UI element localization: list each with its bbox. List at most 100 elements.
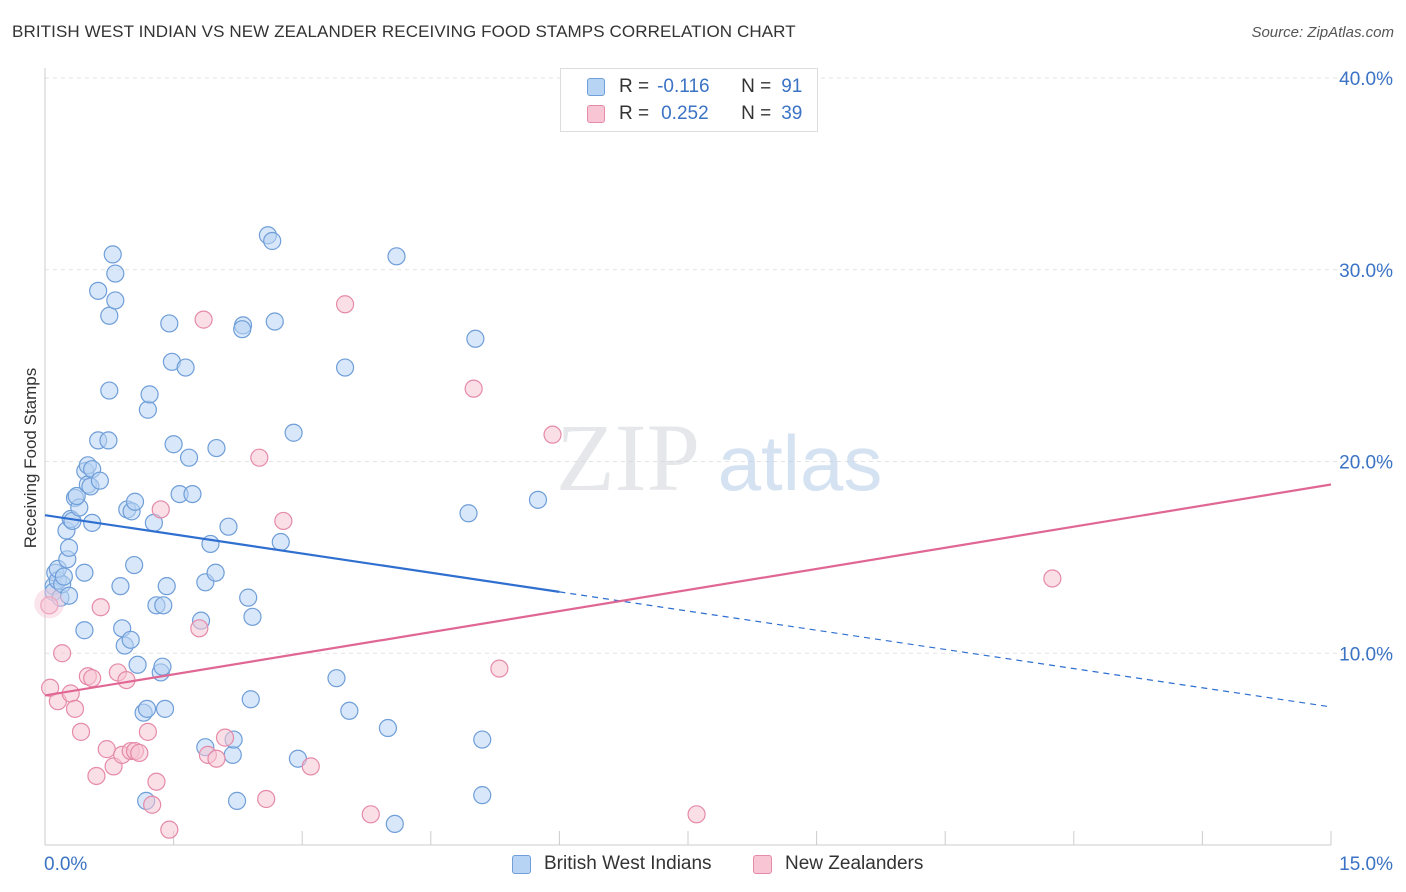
data-point: [83, 669, 102, 688]
data-point: [138, 722, 157, 741]
data-point: [257, 789, 276, 809]
data-point: [90, 471, 109, 490]
legend-item-british-west-indians[interactable]: British West Indians: [512, 852, 712, 876]
legend-r-label: R =: [619, 76, 650, 97]
data-point: [121, 630, 140, 649]
legend-n-value: 39: [781, 103, 803, 124]
data-point: [111, 577, 130, 596]
data-point: [59, 586, 79, 605]
data-point: [265, 312, 284, 331]
data-point: [176, 358, 195, 377]
data-point: [59, 538, 79, 557]
legend-n-label: N =: [741, 76, 772, 97]
data-point: [274, 511, 293, 531]
data-point: [99, 431, 118, 450]
data-point: [100, 306, 119, 325]
data-point: [160, 314, 179, 333]
data-point: [233, 320, 252, 339]
data-point: [239, 588, 258, 607]
data-point: [301, 757, 320, 776]
y-tick-label: 10.0%: [1339, 644, 1393, 665]
data-point: [40, 596, 59, 615]
data-point: [75, 563, 94, 582]
tick-labels: 10.0% 20.0% 30.0% 40.0% 0.0% 15.0%: [44, 69, 1393, 875]
data-point: [140, 385, 159, 404]
data-point: [271, 532, 290, 552]
data-point: [137, 699, 157, 718]
data-point: [263, 231, 282, 251]
data-point: [459, 504, 478, 523]
data-point: [61, 684, 80, 703]
data-point: [164, 435, 183, 454]
data-point: [155, 699, 175, 718]
y-axis-label: Receiving Food Stamps: [21, 368, 40, 548]
legend-swatch-blue: [512, 854, 531, 874]
data-point: [284, 423, 303, 442]
x-tick-label-min: 0.0%: [44, 854, 87, 875]
data-point: [130, 743, 149, 763]
trend-line-new-zealanders: [44, 483, 1332, 697]
data-point: [543, 425, 562, 444]
watermark: ZIP atlas: [556, 404, 882, 511]
data-point: [687, 805, 706, 824]
legend-n-label: N =: [741, 103, 772, 124]
y-tick-label: 30.0%: [1339, 261, 1393, 282]
data-point: [190, 619, 209, 638]
data-point: [335, 358, 355, 377]
data-point: [160, 820, 179, 839]
data-point: [106, 264, 125, 283]
data-point: [206, 563, 225, 582]
data-point: [71, 722, 91, 741]
data-point: [385, 814, 404, 834]
data-point: [97, 740, 116, 759]
trend-lines: [44, 483, 1332, 708]
data-point: [361, 805, 380, 824]
data-point: [65, 699, 85, 718]
data-point: [207, 438, 226, 458]
data-point: [387, 247, 406, 266]
legend-row-pink: R = 0.252 N = 39: [587, 101, 802, 127]
data-point: [464, 379, 483, 398]
chart-title: BRITISH WEST INDIAN VS NEW ZEALANDER REC…: [12, 22, 796, 41]
data-point: [340, 701, 359, 720]
data-point: [106, 291, 125, 310]
correlation-legend: R = -0.116 N = 91 R = 0.252 N = 39: [560, 68, 818, 132]
data-point: [528, 490, 548, 509]
data-point: [466, 329, 485, 348]
data-point: [128, 655, 147, 674]
grid-lines: [45, 77, 1393, 654]
data-point: [147, 772, 166, 791]
legend-item-new-zealanders[interactable]: New Zealanders: [753, 852, 923, 876]
legend-swatch-blue: [587, 78, 605, 96]
data-point: [490, 659, 509, 678]
series-new-zealanders-points: [34, 295, 1062, 839]
data-point: [153, 657, 172, 676]
data-point: [335, 295, 355, 314]
data-point: [243, 607, 262, 626]
data-point: [75, 621, 94, 640]
data-point: [157, 577, 176, 596]
trend-line-british-west-indians-extrapolated: [559, 591, 1332, 708]
data-point: [378, 718, 398, 738]
legend-label: New Zealanders: [785, 853, 924, 874]
data-point: [215, 728, 235, 747]
data-point: [125, 492, 145, 511]
data-point: [1043, 569, 1062, 588]
data-point: [87, 766, 106, 786]
data-point: [194, 310, 213, 329]
y-tick-label: 40.0%: [1339, 69, 1393, 90]
watermark-zip: ZIP: [556, 404, 700, 511]
data-point: [473, 730, 492, 749]
data-point: [223, 745, 242, 764]
data-point: [103, 245, 122, 264]
legend-r-value: -0.116: [657, 76, 710, 97]
watermark-atlas: atlas: [718, 419, 883, 507]
data-point: [100, 381, 119, 400]
data-point: [89, 281, 108, 300]
legend-n-value: 91: [781, 76, 803, 97]
data-point: [219, 517, 238, 536]
data-point: [183, 484, 202, 504]
series-british-west-indians-points: [44, 226, 548, 834]
data-point-cluster: [34, 588, 65, 619]
